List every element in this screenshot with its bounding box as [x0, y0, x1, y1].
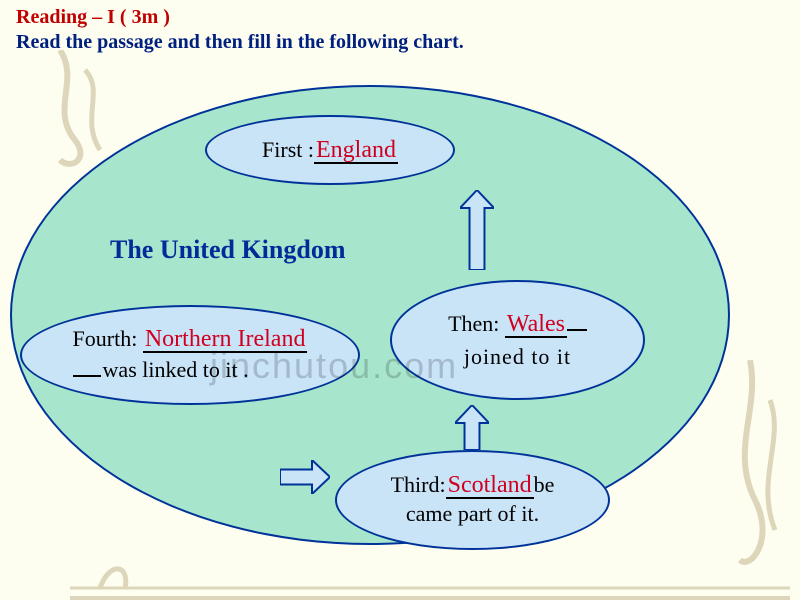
third-suffix: came part of it.: [406, 501, 539, 526]
node-first-text: First :England: [262, 137, 398, 164]
first-answer: England: [314, 138, 398, 164]
third-prefix: Third:: [391, 472, 446, 497]
corner-decor-bottom: [70, 540, 790, 600]
heading-line1: Reading – I ( 3m ): [16, 6, 464, 29]
node-fourth-text: Fourth: Northern Ireland was linked to i…: [73, 324, 308, 386]
then-answer: Wales: [505, 312, 567, 338]
then-prefix: Then:: [448, 311, 499, 336]
corner-decor-right: [700, 360, 800, 580]
arrow-third-to-then: [455, 405, 489, 450]
heading-line2: Read the passage and then fill in the fo…: [16, 31, 464, 54]
third-answer: Scotland: [446, 473, 534, 499]
arrow-fourth-to-third: [280, 460, 330, 494]
node-first: First :England: [205, 115, 455, 185]
then-suffix: joined to it: [464, 344, 571, 369]
first-prefix: First :: [262, 137, 314, 162]
node-fourth: Fourth: Northern Ireland was linked to i…: [20, 305, 360, 405]
slide-heading: Reading – I ( 3m ) Read the passage and …: [16, 6, 464, 54]
arrow-then-to-first: [460, 190, 494, 270]
third-suffix-inline: be: [534, 472, 555, 497]
fourth-suffix: was linked to it .: [103, 357, 249, 382]
center-label: The United Kingdom: [110, 235, 346, 265]
node-third-text: Third:Scotlandbe came part of it.: [391, 471, 555, 528]
node-then-text: Then: Wales joined to it: [448, 307, 587, 373]
fourth-answer: Northern Ireland: [143, 327, 308, 353]
fourth-prefix: Fourth:: [73, 326, 138, 351]
node-then: Then: Wales joined to it: [390, 280, 645, 400]
node-third: Third:Scotlandbe came part of it.: [335, 450, 610, 550]
